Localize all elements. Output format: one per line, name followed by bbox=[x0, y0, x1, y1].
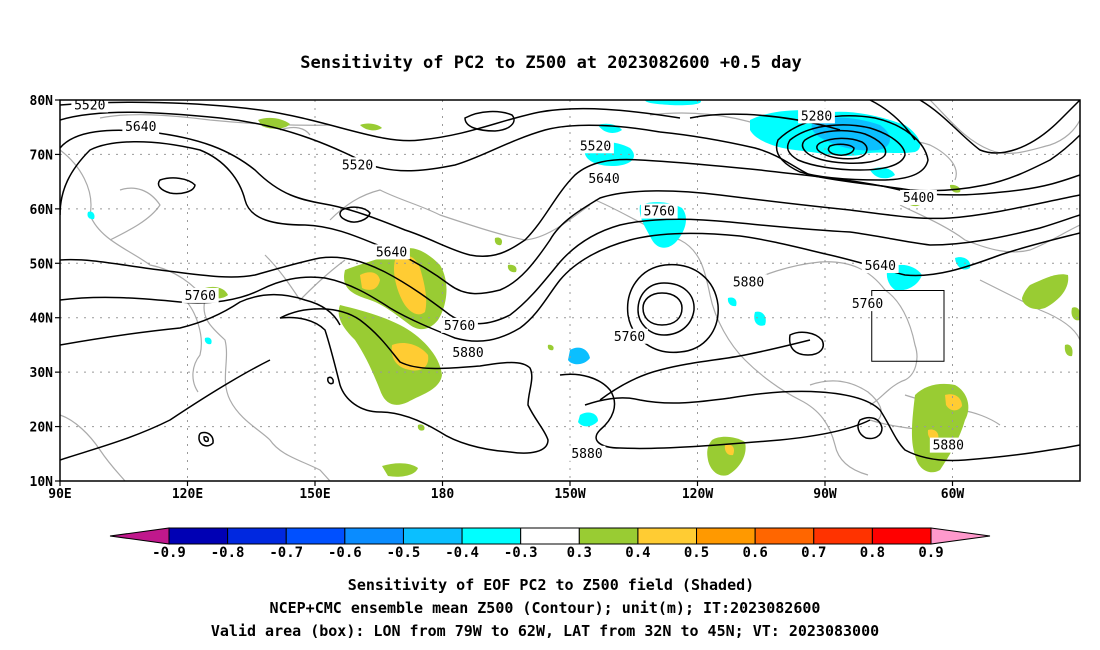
contour-label: 5760 bbox=[185, 289, 216, 304]
contour-label: 5760 bbox=[852, 297, 883, 312]
x-tick-label: 150E bbox=[299, 487, 330, 502]
colorbar-box bbox=[871, 527, 932, 545]
x-tick-label: 60W bbox=[941, 487, 965, 502]
colorbar-label: -0.6 bbox=[328, 545, 362, 561]
caption-line-3: Valid area (box): LON from 79W to 62W, L… bbox=[211, 622, 879, 640]
map-panel: 5520 5640 5520 5640 5760 5760 5880 5520 5640 5760… bbox=[30, 94, 1081, 502]
x-tick-label: 120W bbox=[682, 487, 713, 502]
x-tick-label: 120E bbox=[172, 487, 203, 502]
y-tick-label: 80N bbox=[30, 94, 54, 109]
contour-label-bg bbox=[577, 138, 614, 154]
colorbar: -0.9 -0.8 -0.7 -0.6 -0.5 -0.4 -0.3 0.3 0.4 0.5 0.6… bbox=[109, 527, 991, 561]
contour-label-bg bbox=[798, 108, 835, 124]
caption-line-1: Sensitivity of EOF PC2 to Z500 field (Sh… bbox=[348, 576, 754, 594]
colorbar-label: -0.8 bbox=[211, 545, 245, 561]
contour-label-bg bbox=[640, 203, 678, 219]
contour-label-bg bbox=[71, 97, 109, 113]
positive-sensitivity-shading bbox=[205, 117, 1080, 477]
contour-labels: 5520 5640 5520 5640 5760 5760 5880 5520 5640 5760… bbox=[71, 97, 967, 462]
contour-label-bg bbox=[585, 170, 623, 186]
colorbar-label: -0.7 bbox=[269, 545, 303, 561]
contour-label: 5640 bbox=[865, 259, 896, 274]
contour-label-bg bbox=[441, 317, 478, 333]
contour-label: 5520 bbox=[74, 98, 105, 113]
contour-label-bg bbox=[900, 189, 937, 205]
contour-label-bg bbox=[861, 258, 899, 274]
colorbar-label: -0.4 bbox=[445, 545, 479, 561]
y-tick-label: 40N bbox=[30, 312, 54, 327]
z500-contours bbox=[60, 100, 1080, 462]
colorbar-boxes bbox=[168, 527, 932, 545]
colorbar-label: -0.9 bbox=[152, 545, 186, 561]
colorbar-box bbox=[696, 527, 756, 545]
colorbar-box bbox=[285, 527, 346, 545]
contour-label: 5520 bbox=[342, 158, 373, 173]
contour-label: 5880 bbox=[452, 346, 483, 361]
y-tick-label: 60N bbox=[30, 203, 54, 218]
contour-label-bg bbox=[929, 437, 967, 453]
colorbar-box bbox=[578, 527, 639, 545]
contour-label-bg bbox=[339, 157, 376, 173]
contour-label: 5880 bbox=[571, 447, 602, 462]
colorbar-box bbox=[813, 527, 873, 545]
contour-label-bg bbox=[611, 328, 648, 344]
y-tick-label: 20N bbox=[30, 421, 54, 436]
colorbar-label: 0.5 bbox=[684, 545, 709, 561]
valid-area-box bbox=[871, 290, 945, 362]
colorbar-label: -0.5 bbox=[387, 545, 421, 561]
contour-label-bg bbox=[730, 274, 767, 290]
colorbar-box bbox=[754, 527, 815, 545]
y-tick-label: 30N bbox=[30, 366, 54, 381]
colorbar-label: 0.7 bbox=[801, 545, 826, 561]
colorbar-box bbox=[168, 527, 229, 545]
axis-ticks: 90E 120E 150E 180 150W 120W 90W 60W 10N 20N 30N 40N… bbox=[30, 94, 965, 502]
contour-label: 5880 bbox=[933, 439, 964, 454]
contour-label: 5760 bbox=[644, 205, 675, 220]
colorbar-box bbox=[344, 527, 404, 545]
contour-label: 5640 bbox=[376, 245, 407, 260]
colorbar-box bbox=[227, 527, 287, 545]
x-tick-label: 180 bbox=[431, 487, 455, 502]
colorbar-label: 0.6 bbox=[743, 545, 768, 561]
contour-label: 5880 bbox=[733, 275, 764, 290]
contour-label: 5400 bbox=[903, 191, 934, 206]
colorbar-high-extension bbox=[930, 527, 991, 545]
colorbar-box bbox=[461, 527, 522, 545]
x-tick-label: 150W bbox=[554, 487, 585, 502]
caption-line-2: NCEP+CMC ensemble mean Z500 (Contour); u… bbox=[270, 599, 821, 617]
contour-label: 5760 bbox=[444, 319, 475, 334]
y-tick-label: 10N bbox=[30, 475, 54, 490]
colorbar-label: -0.3 bbox=[504, 545, 538, 561]
contour-label: 5280 bbox=[801, 109, 832, 124]
contour-label: 5520 bbox=[580, 139, 611, 154]
colorbar-box bbox=[637, 527, 698, 545]
contour-label-bg bbox=[568, 445, 606, 461]
contour-label-bg bbox=[449, 345, 487, 361]
contour-label-bg bbox=[373, 244, 410, 260]
colorbar-label: 0.4 bbox=[625, 545, 650, 561]
colorbar-label: 0.3 bbox=[567, 545, 592, 561]
colorbar-low-extension bbox=[109, 527, 170, 545]
x-tick-label: 90E bbox=[48, 487, 71, 502]
contour-label: 5640 bbox=[125, 120, 156, 135]
y-tick-label: 50N bbox=[30, 257, 54, 272]
contour-label-bg bbox=[849, 296, 886, 312]
colorbar-labels: -0.9 -0.8 -0.7 -0.6 -0.5 -0.4 -0.3 0.3 0.4 0.5 0.6… bbox=[152, 545, 944, 561]
contour-label: 5760 bbox=[614, 330, 645, 345]
colorbar-box bbox=[402, 527, 463, 545]
colorbar-label: 0.9 bbox=[918, 545, 943, 561]
contour-label: 5640 bbox=[588, 172, 619, 187]
colorbar-box bbox=[520, 527, 580, 545]
x-tick-label: 90W bbox=[813, 487, 837, 502]
contour-label-bg bbox=[181, 287, 219, 303]
colorbar-label: 0.8 bbox=[860, 545, 885, 561]
contour-label-bg bbox=[122, 119, 160, 135]
y-tick-label: 70N bbox=[30, 148, 54, 163]
figure-title: Sensitivity of PC2 to Z500 at 2023082600… bbox=[300, 53, 802, 73]
